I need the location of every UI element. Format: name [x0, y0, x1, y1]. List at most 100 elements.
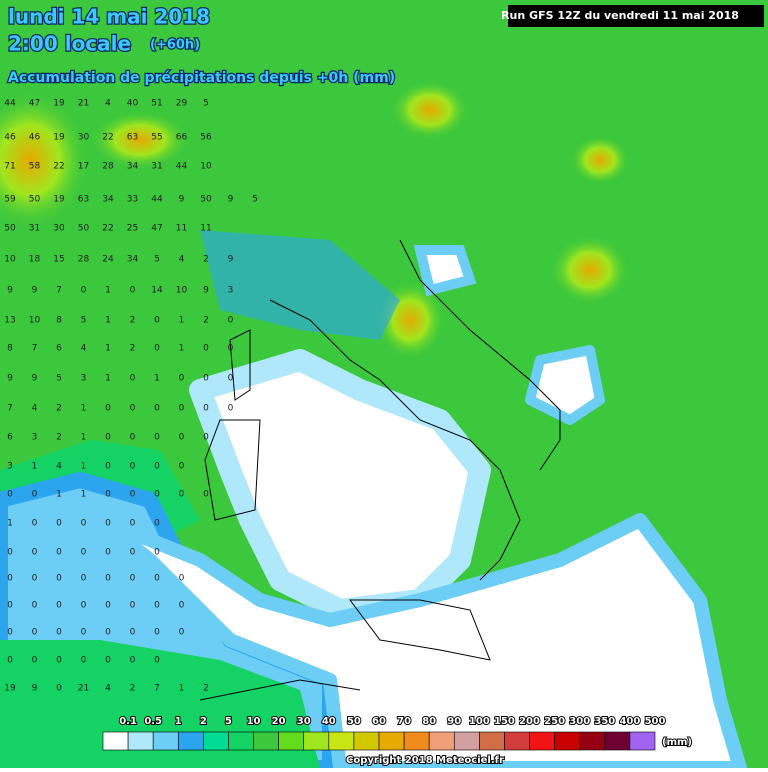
grid-value: 2 [130, 344, 136, 354]
grid-value: 0 [105, 490, 111, 500]
grid-value: 0 [154, 462, 160, 472]
grid-value: 1 [105, 374, 111, 384]
grid-value: 11 [200, 224, 211, 234]
grid-value: 10 [4, 255, 16, 265]
date-title: lundi 14 mai 2018 [8, 5, 210, 29]
grid-value: 0 [32, 628, 38, 638]
grid-value: 50 [4, 224, 16, 234]
grid-value: 0 [32, 519, 38, 529]
grid-value: 22 [102, 133, 113, 143]
grid-value: 34 [102, 195, 114, 205]
grid-value: 0 [154, 316, 160, 326]
grid-value: 0 [81, 656, 87, 666]
legend-swatch [403, 731, 430, 751]
grid-value: 0 [56, 548, 62, 558]
grid-value: 2 [203, 255, 209, 265]
grid-value: 0 [105, 519, 111, 529]
grid-value: 0 [228, 404, 234, 414]
grid-value: 28 [78, 255, 90, 265]
grid-value: 22 [102, 224, 113, 234]
time-title: 2:00 locale [8, 32, 131, 56]
grid-value: 0 [179, 574, 185, 584]
grid-value: 63 [78, 195, 89, 205]
legend-unit: (mm) [662, 737, 692, 748]
grid-value: 0 [130, 574, 136, 584]
coastlines [199, 239, 561, 701]
legend-label: 400 [619, 716, 640, 727]
grid-value: 1 [105, 286, 111, 296]
grid-value: 1 [154, 374, 160, 384]
grid-value: 17 [78, 162, 89, 172]
grid-value: 50 [29, 195, 41, 205]
grid-value: 30 [53, 224, 65, 234]
grid-value: 0 [130, 656, 136, 666]
legend-label: 250 [544, 716, 565, 727]
grid-value: 9 [203, 286, 209, 296]
grid-value: 19 [4, 684, 16, 694]
grid-value: 1 [179, 316, 185, 326]
grid-value: 1 [105, 344, 111, 354]
grid-value: 51 [151, 99, 162, 109]
grid-value: 18 [29, 255, 41, 265]
grid-value: 2 [130, 684, 136, 694]
grid-value: 50 [200, 195, 212, 205]
grid-value: 1 [105, 316, 111, 326]
grid-value: 47 [29, 99, 40, 109]
grid-value: 19 [53, 99, 65, 109]
grid-value: 0 [203, 344, 209, 354]
grid-value: 0 [179, 433, 185, 443]
grid-value: 1 [81, 404, 87, 414]
grid-value: 0 [7, 574, 13, 584]
legend-swatch [102, 731, 129, 751]
grid-value: 0 [154, 344, 160, 354]
grid-value: 9 [179, 195, 185, 205]
grid-value: 1 [56, 490, 62, 500]
legend-label: 40 [322, 716, 336, 727]
grid-value: 24 [102, 255, 114, 265]
grid-value: 1 [7, 519, 13, 529]
grid-value: 50 [78, 224, 90, 234]
grid-value: 0 [130, 601, 136, 611]
grid-value: 25 [127, 224, 138, 234]
legend-label: 60 [372, 716, 386, 727]
grid-value: 3 [32, 433, 38, 443]
grid-value: 44 [151, 195, 163, 205]
grid-value: 0 [179, 490, 185, 500]
copyright: Copyright 2018 Meteociel.fr [346, 755, 504, 766]
grid-value: 3 [7, 462, 13, 472]
grid-value: 4 [179, 255, 185, 265]
grid-value: 13 [4, 316, 15, 326]
grid-value: 2 [203, 316, 209, 326]
legend-swatch [177, 731, 204, 751]
grid-value: 2 [56, 433, 62, 443]
legend-label: 20 [272, 716, 286, 727]
precip-zones [0, 80, 747, 772]
grid-value: 0 [56, 574, 62, 584]
grid-value: 0 [81, 574, 87, 584]
legend: 0.1 0.5 1 2 5 10 20 30 40 50 60 70 80 90 100 150 200 250 3… [102, 715, 666, 751]
grid-value: 0 [7, 628, 13, 638]
grid-value: 0 [154, 548, 160, 558]
legend-label: 0.1 [119, 716, 137, 727]
legend-swatch [479, 731, 505, 751]
grid-value: 9 [228, 255, 234, 265]
grid-value: 0 [105, 548, 111, 558]
grid-value: 4 [32, 404, 38, 414]
grid-value: 31 [29, 224, 40, 234]
grid-value: 5 [81, 316, 87, 326]
grid-value: 46 [29, 133, 41, 143]
grid-value: 1 [81, 462, 87, 472]
grid-value: 3 [228, 286, 234, 296]
legend-label: 350 [594, 716, 615, 727]
grid-value: 7 [7, 404, 13, 414]
grid-value: 3 [81, 374, 87, 384]
grid-value: 0 [130, 433, 136, 443]
grid-value: 34 [127, 162, 139, 172]
grid-value: 0 [154, 656, 160, 666]
legend-swatch [228, 731, 254, 751]
grid-value: 2 [203, 684, 209, 694]
grid-value: 0 [154, 519, 160, 529]
legend-swatch [529, 731, 555, 751]
grid-value: 0 [203, 433, 209, 443]
